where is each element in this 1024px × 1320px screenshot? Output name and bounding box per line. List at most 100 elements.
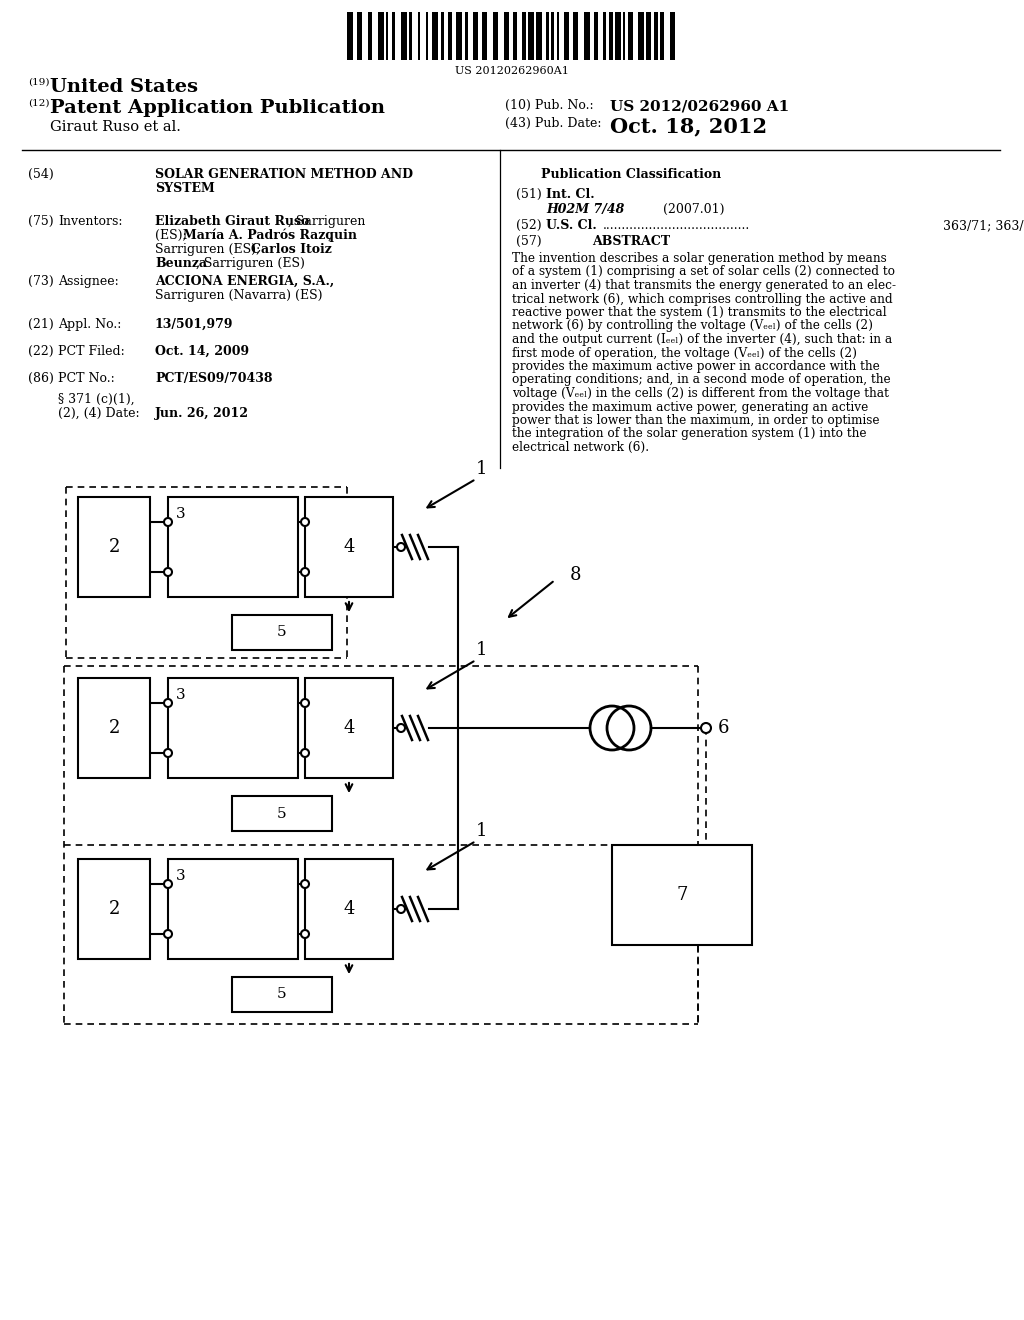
Text: H02M 7/48: H02M 7/48 — [546, 203, 625, 216]
Text: network (6) by controlling the voltage (Vₑₑₗ) of the cells (2): network (6) by controlling the voltage (… — [512, 319, 873, 333]
Text: SOLAR GENERATION METHOD AND: SOLAR GENERATION METHOD AND — [155, 168, 413, 181]
Bar — [386, 12, 388, 59]
Bar — [168, 859, 298, 960]
Text: 2: 2 — [109, 539, 120, 556]
Bar — [465, 12, 468, 59]
Bar — [305, 498, 393, 597]
Bar — [551, 12, 554, 59]
Text: (51): (51) — [516, 187, 542, 201]
Text: and the output current (Iₑₑₗ) of the inverter (4), such that: in a: and the output current (Iₑₑₗ) of the inv… — [512, 333, 892, 346]
Text: Jun. 26, 2012: Jun. 26, 2012 — [155, 407, 249, 420]
Bar — [378, 12, 384, 59]
Text: Inventors:: Inventors: — [58, 215, 123, 228]
Text: Publication Classification: Publication Classification — [541, 168, 721, 181]
Circle shape — [164, 880, 172, 888]
Text: María A. Padrós Razquin: María A. Padrós Razquin — [183, 228, 357, 243]
Text: voltage (Vₑₑₗ) in the cells (2) is different from the voltage that: voltage (Vₑₑₗ) in the cells (2) is diffe… — [512, 387, 889, 400]
Text: 5: 5 — [278, 987, 287, 1002]
Text: 2: 2 — [109, 900, 120, 917]
Text: SYSTEM: SYSTEM — [155, 182, 215, 195]
Text: of a system (1) comprising a set of solar cells (2) connected to: of a system (1) comprising a set of sola… — [512, 265, 895, 279]
Bar — [232, 796, 332, 832]
Circle shape — [397, 906, 406, 913]
Bar — [646, 12, 650, 59]
Bar — [456, 12, 462, 59]
Bar — [347, 12, 352, 59]
Text: Elizabeth Giraut Ruso: Elizabeth Giraut Ruso — [155, 215, 309, 228]
Text: 1: 1 — [475, 822, 486, 840]
Circle shape — [301, 748, 309, 756]
Text: § 371 (c)(1),: § 371 (c)(1), — [58, 393, 134, 407]
Bar — [409, 12, 413, 59]
Bar — [654, 12, 657, 59]
Text: (52): (52) — [516, 219, 542, 232]
Text: (12): (12) — [28, 99, 49, 108]
Text: 3: 3 — [176, 688, 185, 702]
Text: Carlos Itoiz: Carlos Itoiz — [251, 243, 332, 256]
Text: Oct. 14, 2009: Oct. 14, 2009 — [155, 345, 249, 358]
Text: electrical network (6).: electrical network (6). — [512, 441, 649, 454]
Bar — [522, 12, 525, 59]
Text: 7: 7 — [676, 886, 688, 904]
Circle shape — [164, 700, 172, 708]
Bar — [78, 678, 150, 777]
Circle shape — [164, 517, 172, 525]
Bar — [232, 977, 332, 1012]
Bar — [624, 12, 626, 59]
Bar — [536, 12, 542, 59]
Text: (10) Pub. No.:: (10) Pub. No.: — [505, 99, 594, 112]
Text: trical network (6), which comprises controlling the active and: trical network (6), which comprises cont… — [512, 293, 893, 305]
Text: United States: United States — [50, 78, 198, 96]
Bar — [528, 12, 534, 59]
Circle shape — [301, 517, 309, 525]
Text: ......................................: ...................................... — [603, 219, 751, 232]
Bar — [78, 859, 150, 960]
Text: US 20120262960A1: US 20120262960A1 — [455, 66, 569, 77]
Circle shape — [590, 706, 634, 750]
Bar — [504, 12, 509, 59]
Bar — [557, 12, 559, 59]
Bar — [547, 12, 549, 59]
Circle shape — [301, 568, 309, 576]
Text: 5: 5 — [278, 807, 287, 821]
Text: an inverter (4) that transmits the energy generated to an elec-: an inverter (4) that transmits the energ… — [512, 279, 896, 292]
Text: Assignee:: Assignee: — [58, 275, 119, 288]
Bar — [392, 12, 395, 59]
Text: U.S. Cl.: U.S. Cl. — [546, 219, 597, 232]
Text: (43) Pub. Date:: (43) Pub. Date: — [505, 117, 601, 129]
Bar — [368, 12, 372, 59]
Text: (19): (19) — [28, 78, 49, 87]
Bar — [78, 498, 150, 597]
Text: PCT/ES09/70438: PCT/ES09/70438 — [155, 372, 272, 385]
Bar — [615, 12, 621, 59]
Text: (21): (21) — [28, 318, 53, 331]
Bar — [418, 12, 420, 59]
Text: Patent Application Publication: Patent Application Publication — [50, 99, 385, 117]
Text: (ES);: (ES); — [155, 228, 190, 242]
Text: , Sarriguren (ES): , Sarriguren (ES) — [196, 257, 305, 271]
Text: (73): (73) — [28, 275, 53, 288]
Bar — [572, 12, 579, 59]
Bar — [232, 615, 332, 649]
Text: 1: 1 — [475, 459, 486, 478]
Bar — [305, 859, 393, 960]
Bar — [602, 12, 606, 59]
Text: PCT Filed:: PCT Filed: — [58, 345, 125, 358]
Bar — [473, 12, 477, 59]
Text: , Sarriguren: , Sarriguren — [288, 215, 366, 228]
Bar — [493, 12, 499, 59]
Bar — [612, 845, 752, 945]
Bar — [432, 12, 437, 59]
Text: 8: 8 — [570, 566, 582, 583]
Text: Beunza: Beunza — [155, 257, 207, 271]
Bar — [447, 12, 453, 59]
Bar — [441, 12, 444, 59]
Text: first mode of operation, the voltage (Vₑₑₗ) of the cells (2): first mode of operation, the voltage (Vₑ… — [512, 346, 857, 359]
Bar — [426, 12, 428, 59]
Text: (75): (75) — [28, 215, 53, 228]
Bar — [482, 12, 486, 59]
Bar — [595, 12, 598, 59]
Text: 5: 5 — [278, 626, 287, 639]
Text: provides the maximum active power in accordance with the: provides the maximum active power in acc… — [512, 360, 880, 374]
Text: 4: 4 — [343, 539, 354, 556]
